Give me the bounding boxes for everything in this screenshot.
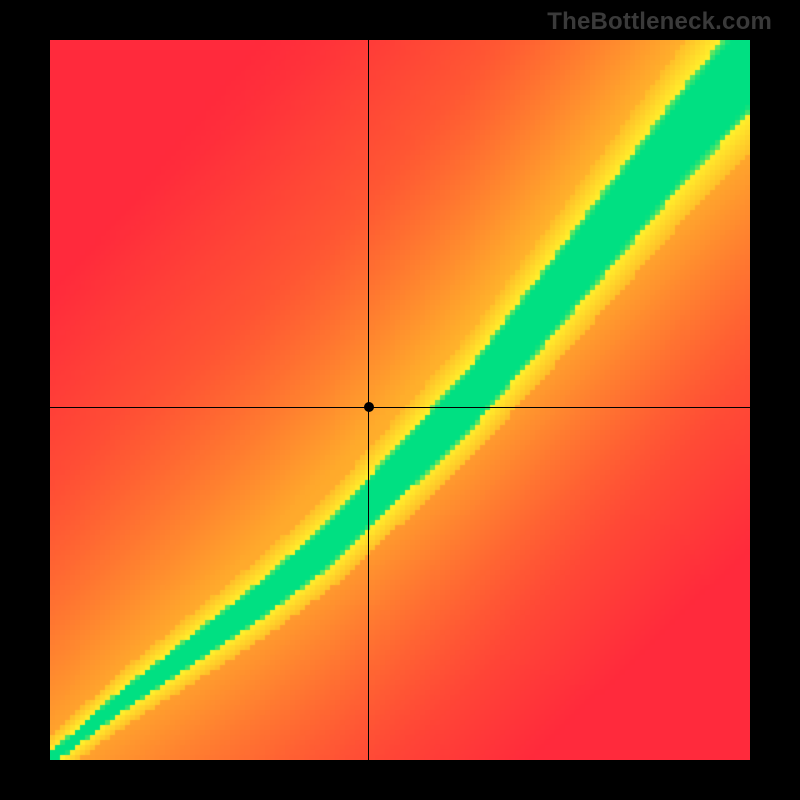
watermark-text: TheBottleneck.com [547,8,772,36]
crosshair-horizontal [50,407,750,408]
heatmap-canvas [50,40,750,760]
crosshair-vertical [368,40,369,760]
data-point-marker [364,402,374,412]
chart-area [50,40,750,760]
